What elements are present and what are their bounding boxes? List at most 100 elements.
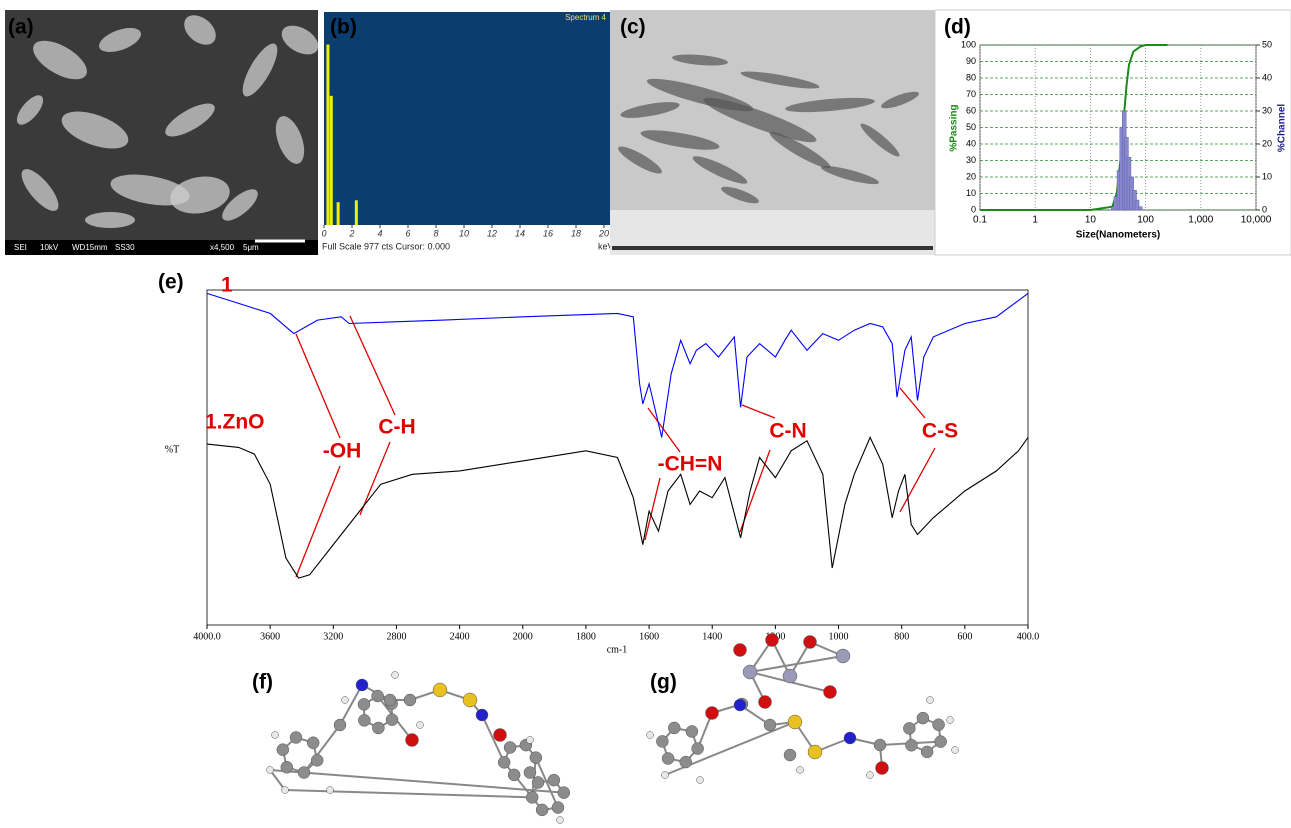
atom — [783, 748, 797, 762]
atom — [289, 731, 303, 744]
y2-tick-label: 20 — [1262, 138, 1272, 148]
x-tick-label: 10 — [1085, 215, 1097, 226]
band-label: C-N — [769, 420, 806, 443]
panel-a: SEI 10kV WD15mm SS30 x4,500 5μm (a) — [5, 10, 319, 255]
x-tick-label: 6 — [405, 228, 410, 238]
nanorod — [721, 186, 759, 204]
nanorod — [881, 91, 919, 109]
particle — [222, 189, 258, 221]
y-axis-label: %T — [165, 444, 179, 455]
eds-peak — [329, 95, 333, 225]
x-tick-label: 10 — [459, 228, 469, 238]
x-tick-label: 16 — [543, 228, 553, 238]
atom — [526, 736, 534, 744]
atom — [556, 816, 564, 824]
leader — [295, 333, 341, 439]
panel-e: 4000.03600320028002400200018001600140012… — [158, 271, 1039, 656]
atom — [866, 771, 874, 779]
atom — [875, 761, 889, 775]
x-tick-label: 1,000 — [1188, 215, 1213, 226]
x-tick-label: 1400 — [702, 631, 722, 642]
atom — [531, 776, 545, 789]
particle — [33, 40, 87, 80]
atom — [835, 648, 851, 664]
x-tick-label: 2 — [348, 228, 354, 238]
panel-label: (f) — [252, 671, 273, 694]
bond — [284, 789, 533, 799]
atom — [405, 733, 419, 747]
eds-peak — [336, 202, 340, 225]
x-tick-label: 0 — [321, 228, 326, 238]
atom — [932, 718, 945, 731]
nanorod — [820, 165, 880, 185]
nanorod — [769, 131, 831, 169]
atom — [371, 689, 384, 703]
x-tick-label: 18 — [571, 228, 581, 238]
atom — [266, 766, 274, 774]
y-tick-label: 80 — [966, 72, 976, 82]
nanorod — [672, 54, 728, 66]
atom — [557, 786, 571, 799]
atom — [535, 803, 549, 817]
sem-info: SS30 — [115, 243, 135, 252]
panel-b: Spectrum 4 Full Scale 977 cts Cursor: 0.… — [320, 10, 614, 255]
atom — [916, 711, 930, 725]
band-label: C-H — [378, 416, 415, 439]
atom — [355, 678, 369, 692]
y2-tick-label: 40 — [1262, 72, 1272, 82]
spectrum — [206, 436, 1029, 579]
x-tick-label: 4000.0 — [193, 631, 221, 642]
atom — [796, 766, 804, 774]
leader — [899, 447, 936, 513]
y2-tick-label: 50 — [1262, 39, 1272, 49]
x-tick-label: 8 — [433, 228, 438, 238]
particle — [85, 212, 135, 228]
x-tick-label: 2800 — [386, 631, 406, 642]
x-tick-label: 1 — [1032, 215, 1038, 226]
atom — [547, 773, 561, 787]
atom — [668, 721, 681, 735]
atom — [310, 754, 324, 767]
x-tick-label: 400.0 — [1017, 631, 1040, 642]
histogram-bar — [1138, 206, 1143, 211]
atom — [503, 741, 517, 754]
atom — [733, 643, 747, 657]
y-tick-label: 60 — [966, 105, 976, 115]
particle — [21, 169, 59, 211]
x-tick-label: 100 — [1137, 215, 1154, 226]
atom — [946, 716, 954, 724]
atom — [823, 685, 837, 699]
eds-plot — [324, 12, 611, 225]
y-tick-label: 10 — [966, 188, 976, 198]
nanorod — [618, 146, 662, 174]
sem-info: 10kV — [40, 243, 59, 252]
atom — [493, 728, 507, 742]
atom — [385, 713, 399, 726]
spectrum — [206, 292, 1029, 438]
series-label: 1.ZnO — [205, 411, 265, 434]
nanorod — [785, 97, 875, 113]
atom — [462, 692, 478, 708]
particle — [242, 43, 278, 97]
atom — [661, 752, 675, 765]
atom — [383, 693, 397, 707]
leader — [899, 387, 926, 419]
panel-d: 0.1 1 10 100 1,000 10,00001020304050607080901… — [934, 9, 1291, 256]
y-tick-label: 40 — [966, 138, 976, 148]
atom — [529, 751, 543, 764]
panel-label: (c) — [620, 16, 646, 39]
leader — [295, 465, 341, 578]
y-tick-label: 100 — [961, 39, 976, 49]
sem-info: 5μm — [243, 243, 259, 252]
atom — [696, 776, 704, 784]
atom — [333, 718, 347, 732]
particle — [275, 116, 305, 164]
atom — [765, 633, 779, 647]
atom — [525, 791, 539, 804]
x-tick-label: 3600 — [260, 631, 280, 642]
x-tick-label: 2400 — [450, 631, 470, 642]
atom — [685, 725, 699, 738]
eds-unit: keV — [598, 241, 614, 251]
panel-c: (c) — [610, 10, 935, 255]
atom — [679, 755, 692, 769]
